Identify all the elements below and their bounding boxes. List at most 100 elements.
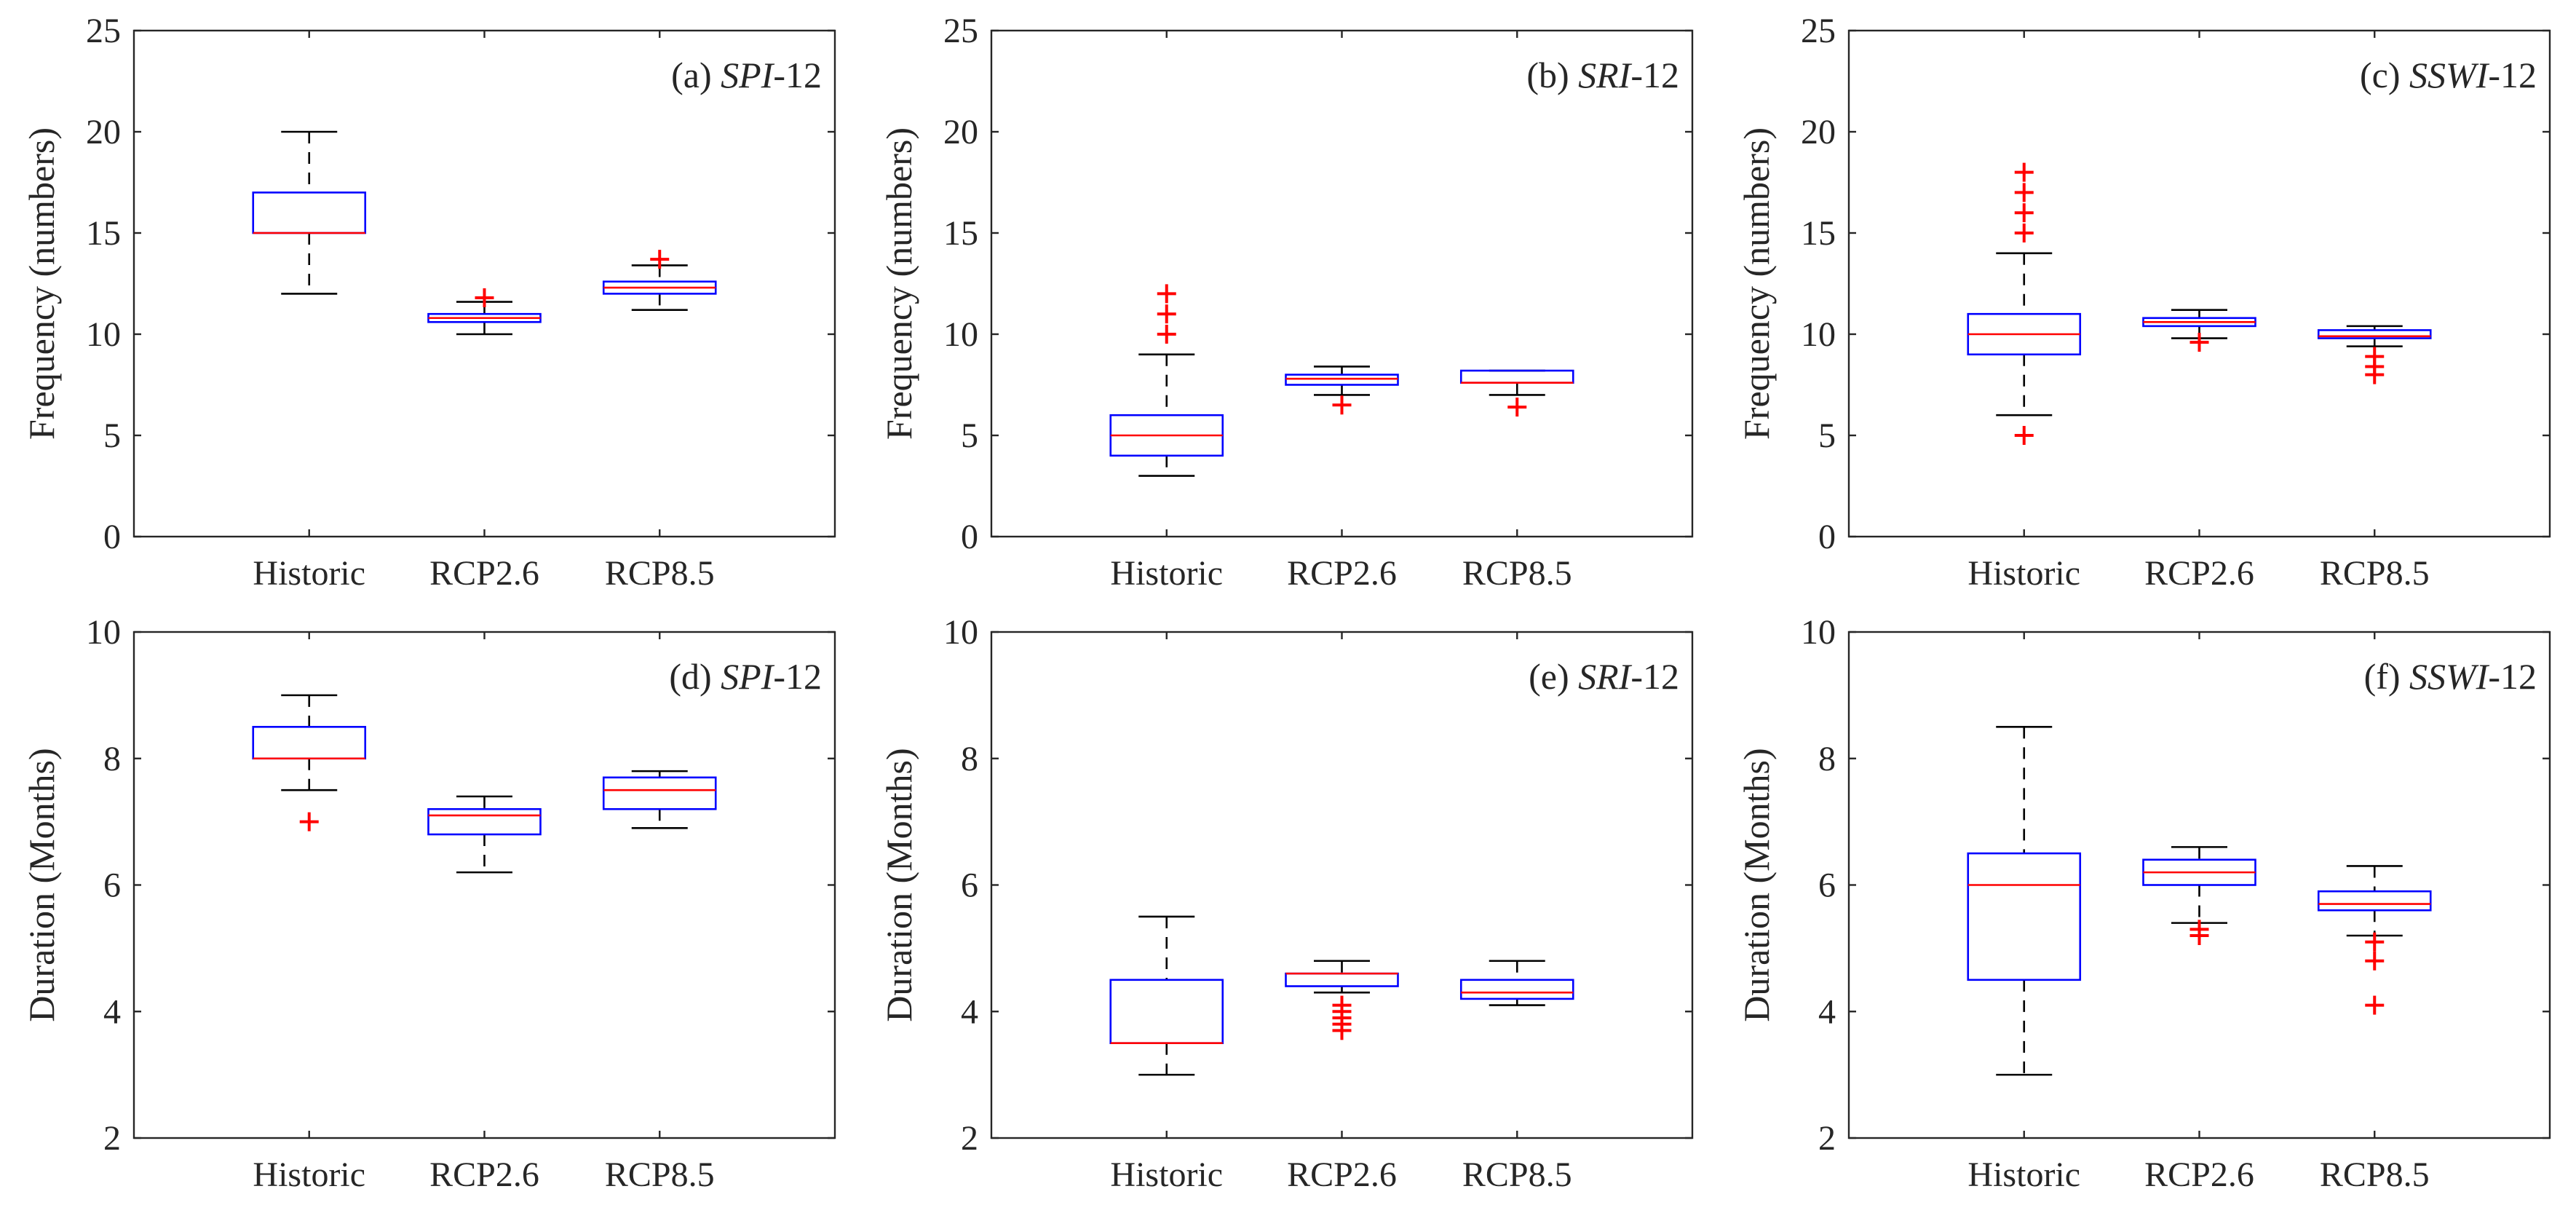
outlier-marker [2365, 932, 2385, 952]
panel-c: 0 5 10 15 20 25 Frequency (numbers) (c) SSWI-12… [1736, 12, 2551, 593]
y-tick-label: 5 [103, 416, 121, 455]
y-tick-label: 6 [103, 866, 121, 905]
outlier-marker [1157, 325, 1176, 344]
outlier-marker [2014, 162, 2034, 182]
iqr-box [1109, 979, 1224, 1044]
panel-title-suffix: -12 [1630, 55, 1679, 95]
x-tick-label: RCP8.5 [605, 554, 715, 593]
panel-title: (e) SRI-12 [1529, 656, 1679, 697]
panel-title-prefix: (b) [1526, 55, 1578, 95]
y-axis-label: Duration (Months) [1736, 748, 1777, 1022]
outlier-marker [2014, 224, 2034, 242]
plot-area-frame [132, 29, 836, 538]
panel-title-index: SPI [721, 656, 775, 697]
x-tick-label: RCP2.6 [1287, 1155, 1397, 1194]
x-tick-label: RCP8.5 [2320, 1155, 2430, 1194]
y-tick-label: 10 [1801, 613, 1836, 652]
outlier-marker [650, 250, 670, 269]
outlier-marker [2189, 926, 2209, 945]
y-tick-label: 10 [86, 315, 121, 354]
y-axis-label: Frequency (numbers) [21, 127, 62, 440]
y-tick-label: 15 [1801, 214, 1836, 253]
iqr-box [252, 191, 367, 234]
outlier-marker [1157, 304, 1176, 324]
panel-title-suffix: -12 [1630, 656, 1679, 697]
outlier-marker [2365, 995, 2385, 1015]
y-tick-label: 8 [961, 740, 978, 778]
x-tick-label: RCP8.5 [605, 1155, 715, 1194]
x-tick-label: Historic [1110, 554, 1223, 593]
box-rcp2-6 [2142, 309, 2256, 352]
y-tick-label: 4 [103, 992, 121, 1031]
box-rcp2-6 [1285, 366, 1399, 415]
outlier-marker [299, 812, 319, 831]
iqr-box [2317, 890, 2432, 912]
x-tick-label: RCP2.6 [429, 1155, 539, 1194]
panel-d: 2 4 6 8 10 Duration (Months) (d) SPI-12 Histori… [21, 613, 836, 1194]
y-tick-label: 25 [86, 12, 121, 50]
panel-title: (a) SPI-12 [671, 55, 822, 95]
y-tick-label: 5 [961, 416, 978, 455]
y-tick-label: 15 [943, 214, 978, 253]
iqr-box [252, 726, 367, 760]
x-tick-label: RCP2.6 [429, 554, 539, 593]
x-tick-label: Historic [253, 554, 365, 593]
panel-title-suffix: -12 [773, 55, 822, 95]
panel-title-index: SRI [1578, 656, 1633, 697]
outlier-marker [2365, 365, 2385, 384]
panel-title-suffix: -12 [773, 656, 822, 697]
plot-area-frame [1847, 29, 2551, 538]
outlier-marker [2014, 183, 2034, 202]
y-tick-label: 0 [103, 518, 121, 556]
y-axis-label: Duration (Months) [21, 748, 62, 1022]
y-axis-label: Frequency (numbers) [1736, 127, 1777, 440]
x-tick-label: Historic [253, 1155, 365, 1194]
outlier-marker [1157, 284, 1176, 304]
panel-title-prefix: (d) [669, 656, 721, 697]
x-tick-label: Historic [1967, 1155, 2080, 1194]
iqr-box [1459, 369, 1574, 384]
x-tick-label: Historic [1967, 554, 2080, 593]
outlier-marker [1332, 395, 1352, 415]
plot-area-frame [990, 631, 1694, 1139]
panel-a: 0 5 10 15 20 25 Frequency (numbers) (a) SPI-12 H… [21, 12, 836, 593]
x-tick-label: RCP8.5 [1462, 1155, 1572, 1194]
y-tick-label: 25 [1801, 12, 1836, 50]
y-tick-label: 2 [961, 1119, 978, 1158]
box-rcp2-6 [427, 288, 542, 336]
panel-f: 2 4 6 8 10 Duration (Months) (f) SSWI-12 Histor… [1736, 613, 2551, 1194]
y-tick-label: 0 [961, 518, 978, 556]
box-rcp8-5 [1459, 960, 1574, 1006]
box-rcp2-6 [1285, 960, 1399, 1040]
iqr-box [1285, 972, 1399, 987]
outlier-marker [1507, 398, 1527, 417]
y-tick-label: 6 [961, 866, 978, 905]
panel-title: (d) SPI-12 [669, 656, 822, 697]
box-rcp2-6 [427, 795, 542, 874]
outlier-marker [2014, 203, 2034, 223]
box-historic [252, 130, 367, 295]
y-tick-label: 15 [86, 214, 121, 253]
panel-title-prefix: (e) [1529, 656, 1578, 697]
y-tick-label: 2 [1818, 1119, 1836, 1158]
x-tick-label: Historic [1110, 1155, 1223, 1194]
outlier-marker [2189, 333, 2209, 352]
panel-title-index: SSWI [2409, 55, 2490, 95]
panel-title: (f) SSWI-12 [2364, 656, 2537, 697]
y-tick-label: 8 [1818, 740, 1836, 778]
panel-e: 2 4 6 8 10 Duration (Months) (e) SRI-12 Histori… [879, 613, 1694, 1194]
box-rcp8-5 [1459, 369, 1574, 417]
y-tick-label: 8 [103, 740, 121, 778]
plot-area-frame [990, 29, 1694, 538]
iqr-box [1459, 979, 1574, 1000]
x-tick-label: RCP2.6 [1287, 554, 1397, 593]
iqr-box [602, 776, 717, 810]
y-tick-label: 0 [1818, 518, 1836, 556]
box-historic [1109, 284, 1224, 477]
panel-title: (b) SRI-12 [1526, 55, 1679, 95]
panel-title-prefix: (c) [2360, 55, 2409, 95]
box-historic [1109, 915, 1224, 1076]
panel-title-index: SPI [721, 55, 775, 95]
panel-title-prefix: (a) [671, 55, 721, 95]
